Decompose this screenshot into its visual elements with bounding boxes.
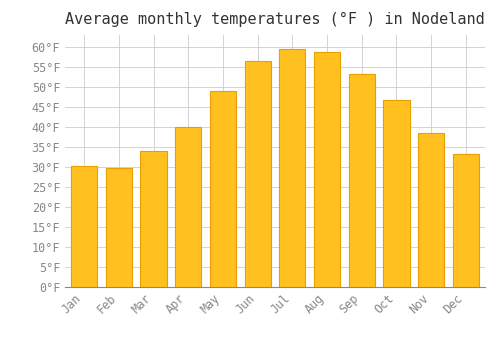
Bar bbox=[384, 100, 409, 287]
Bar bbox=[106, 168, 132, 287]
Bar bbox=[280, 49, 305, 287]
Title: Average monthly temperatures (°F ) in Nodeland: Average monthly temperatures (°F ) in No… bbox=[65, 12, 485, 27]
Bar bbox=[349, 74, 375, 287]
Bar bbox=[175, 127, 201, 287]
Bar bbox=[210, 91, 236, 287]
Bar bbox=[71, 166, 97, 287]
Bar bbox=[314, 52, 340, 287]
Bar bbox=[453, 154, 479, 287]
Bar bbox=[418, 133, 444, 287]
Bar bbox=[140, 151, 166, 287]
Bar bbox=[244, 61, 270, 287]
